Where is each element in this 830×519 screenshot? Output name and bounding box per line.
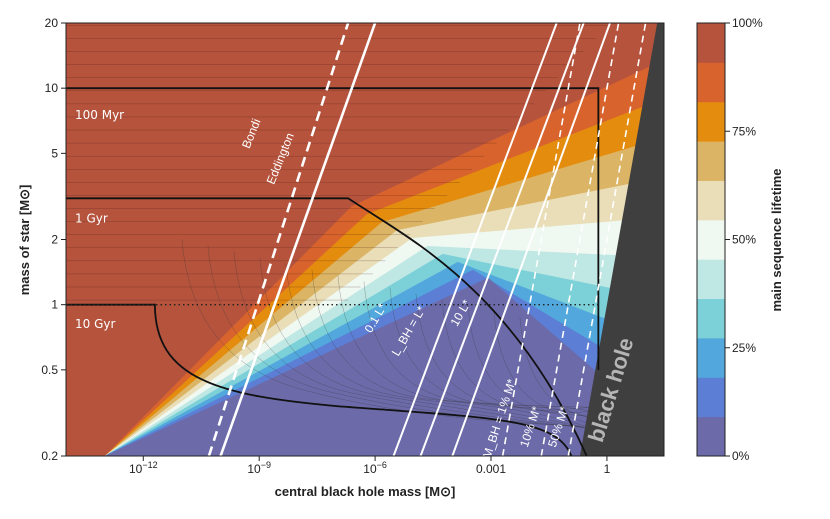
thin-contour [259, 257, 592, 430]
colorbar-tick-label: 50% [732, 233, 756, 247]
thin-contour [285, 263, 596, 431]
x-tick-label: 10−6 [363, 460, 387, 476]
luminosity-line [419, 23, 585, 456]
overlay-lines [207, 23, 647, 456]
mass-ratio-line [540, 23, 620, 456]
colorbar-tick-label: 100% [732, 16, 763, 30]
y-tick-label: 2 [51, 233, 58, 247]
y-tick-label: 10 [45, 81, 59, 95]
colorbar-title: main sequence lifetime [769, 168, 784, 311]
colorbar-segment [697, 219, 725, 260]
lifetime-label: 100 Myr [75, 108, 124, 122]
colorbar-segment [697, 62, 725, 103]
thin-lifetime-contours [66, 25, 664, 440]
colorbar-segment [697, 23, 725, 63]
x-tick-label: 10−9 [247, 460, 271, 476]
y-tick-label: 5 [51, 146, 58, 160]
y-tick-label: 0.2 [41, 449, 58, 463]
colorbar-segment [697, 298, 725, 339]
colorbar-segment [697, 259, 725, 300]
luminosity-line [451, 23, 611, 456]
black-hole-fill [579, 23, 664, 456]
x-tick-label: 0.001 [476, 462, 506, 476]
black-hole-region: black hole [579, 23, 664, 456]
luminosity-line [392, 23, 558, 456]
colorbar-segment [697, 101, 725, 142]
accretion-line [219, 23, 377, 456]
colorbar-tick-label: 25% [732, 341, 756, 355]
y-tick-label: 20 [45, 16, 59, 30]
lifetime-label: 10 Gyr [75, 317, 115, 331]
colorbar-segment [697, 377, 725, 418]
colorbar-tick-label: 0% [732, 449, 750, 463]
thin-contour [311, 269, 600, 432]
y-tick-label: 0.5 [41, 363, 58, 377]
colorbar-tick-label: 75% [732, 124, 756, 138]
accretion-line [207, 23, 350, 456]
y-axis-title: mass of star [M⊙] [17, 185, 32, 296]
colorbar-segment [697, 180, 725, 221]
x-axis-title: central black hole mass [M⊙] [275, 484, 456, 499]
y-tick-label: 1 [51, 298, 58, 312]
x-tick-label: 10−12 [129, 460, 158, 476]
main-lifetime-contours [66, 87, 600, 456]
thin-contour [233, 251, 588, 429]
mass-ratio-line [501, 23, 581, 456]
lifetime-label: 1 Gyr [75, 211, 108, 225]
contour-10gyr [66, 303, 573, 456]
colorbar: 0% 25% 50% 75% 100% [696, 16, 763, 463]
colorbar-segment [697, 416, 725, 457]
thin-contour [181, 239, 580, 427]
x-tick-label: 1 [604, 462, 611, 476]
lifetime-bands [104, 61, 664, 456]
thin-contour [337, 275, 605, 433]
contour-100myr [66, 87, 600, 370]
colorbar-segment [697, 141, 725, 181]
x-axis-ticks: 10−12 10−9 10−6 0.001 1 [129, 456, 611, 476]
y-axis-ticks: 0.2 0.5 1 2 5 10 20 [41, 16, 66, 463]
mass-ratio-line [567, 23, 647, 456]
colorbar-segment [697, 337, 725, 378]
